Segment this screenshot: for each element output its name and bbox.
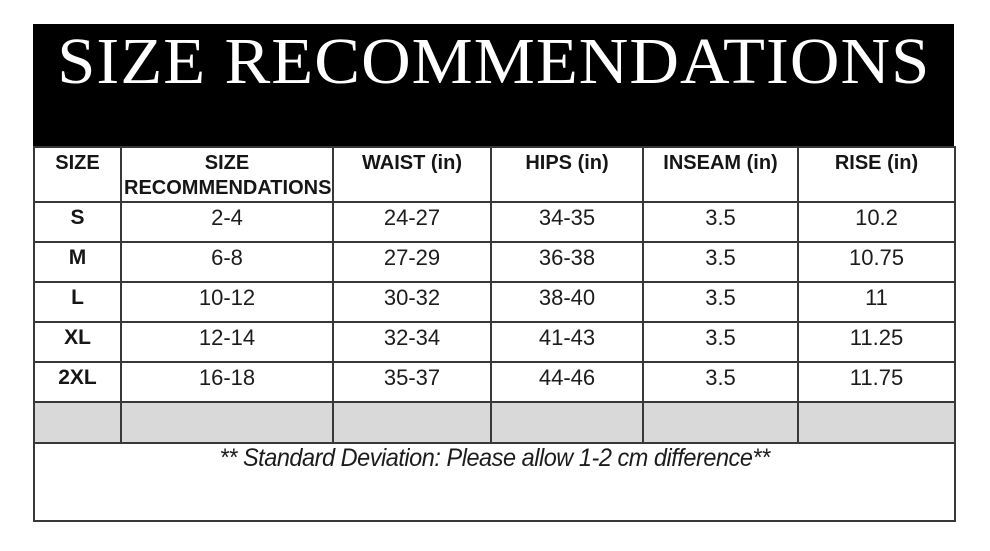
footnote-row: ** Standard Deviation: Please allow 1-2 …: [33, 442, 956, 522]
cell-hips: 41-43: [490, 321, 644, 363]
empty-gray-row: [33, 401, 956, 444]
cell-waist: 27-29: [332, 241, 492, 283]
cell-hips: 34-35: [490, 201, 644, 243]
size-chart-sheet: SIZE RECOMMENDATIONS SIZE SIZE RECOMMEND…: [33, 24, 956, 522]
cell-hips: 38-40: [490, 281, 644, 323]
cell-inseam: 3.5: [642, 281, 799, 323]
header-inseam: INSEAM (in): [642, 146, 799, 203]
table-header-row: SIZE SIZE RECOMMENDATIONS WAIST (in) HIP…: [33, 146, 956, 203]
cell-waist: 35-37: [332, 361, 492, 403]
cell-waist: 32-34: [332, 321, 492, 363]
cell-recommendations: 6-8: [120, 241, 334, 283]
empty-cell: [490, 401, 644, 444]
table-row-xl: XL 12-14 32-34 41-43 3.5 11.25: [33, 321, 956, 363]
table-row-l: L 10-12 30-32 38-40 3.5 11: [33, 281, 956, 323]
cell-waist: 24-27: [332, 201, 492, 243]
cell-inseam: 3.5: [642, 321, 799, 363]
table-row-2xl: 2XL 16-18 35-37 44-46 3.5 11.75: [33, 361, 956, 403]
cell-waist: 30-32: [332, 281, 492, 323]
title-banner: SIZE RECOMMENDATIONS: [33, 24, 954, 146]
cell-hips: 44-46: [490, 361, 644, 403]
cell-rise: 10.75: [797, 241, 956, 283]
cell-recommendations: 2-4: [120, 201, 334, 243]
cell-size: 2XL: [33, 361, 122, 403]
empty-cell: [332, 401, 492, 444]
cell-size: XL: [33, 321, 122, 363]
page-title: SIZE RECOMMENDATIONS: [56, 25, 931, 98]
cell-rise: 11.25: [797, 321, 956, 363]
empty-cell: [797, 401, 956, 444]
cell-rise: 10.2: [797, 201, 956, 243]
cell-size: S: [33, 201, 122, 243]
footnote-text: ** Standard Deviation: Please allow 1-2 …: [219, 444, 770, 472]
cell-size: L: [33, 281, 122, 323]
cell-hips: 36-38: [490, 241, 644, 283]
cell-size: M: [33, 241, 122, 283]
empty-cell: [642, 401, 799, 444]
header-rise: RISE (in): [797, 146, 956, 203]
cell-rise: 11: [797, 281, 956, 323]
cell-recommendations: 10-12: [120, 281, 334, 323]
cell-inseam: 3.5: [642, 241, 799, 283]
footnote-cell: ** Standard Deviation: Please allow 1-2 …: [33, 442, 956, 522]
empty-cell: [120, 401, 334, 444]
header-size: SIZE: [33, 146, 122, 203]
cell-inseam: 3.5: [642, 201, 799, 243]
header-size-recommendations: SIZE RECOMMENDATIONS: [120, 146, 334, 203]
cell-recommendations: 12-14: [120, 321, 334, 363]
empty-cell: [33, 401, 122, 444]
size-recommendations-table: SIZE SIZE RECOMMENDATIONS WAIST (in) HIP…: [33, 146, 956, 522]
cell-rise: 11.75: [797, 361, 956, 403]
header-waist: WAIST (in): [332, 146, 492, 203]
table-row-s: S 2-4 24-27 34-35 3.5 10.2: [33, 201, 956, 243]
header-hips: HIPS (in): [490, 146, 644, 203]
cell-inseam: 3.5: [642, 361, 799, 403]
cell-recommendations: 16-18: [120, 361, 334, 403]
table-row-m: M 6-8 27-29 36-38 3.5 10.75: [33, 241, 956, 283]
